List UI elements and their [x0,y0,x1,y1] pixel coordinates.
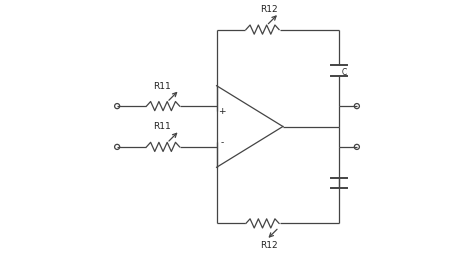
Text: R11: R11 [153,122,171,131]
Text: R12: R12 [260,5,278,14]
Text: -: - [220,138,224,147]
Text: C: C [342,68,347,77]
Text: R11: R11 [153,81,171,90]
Text: +: + [219,107,226,116]
Text: R12: R12 [260,240,278,249]
